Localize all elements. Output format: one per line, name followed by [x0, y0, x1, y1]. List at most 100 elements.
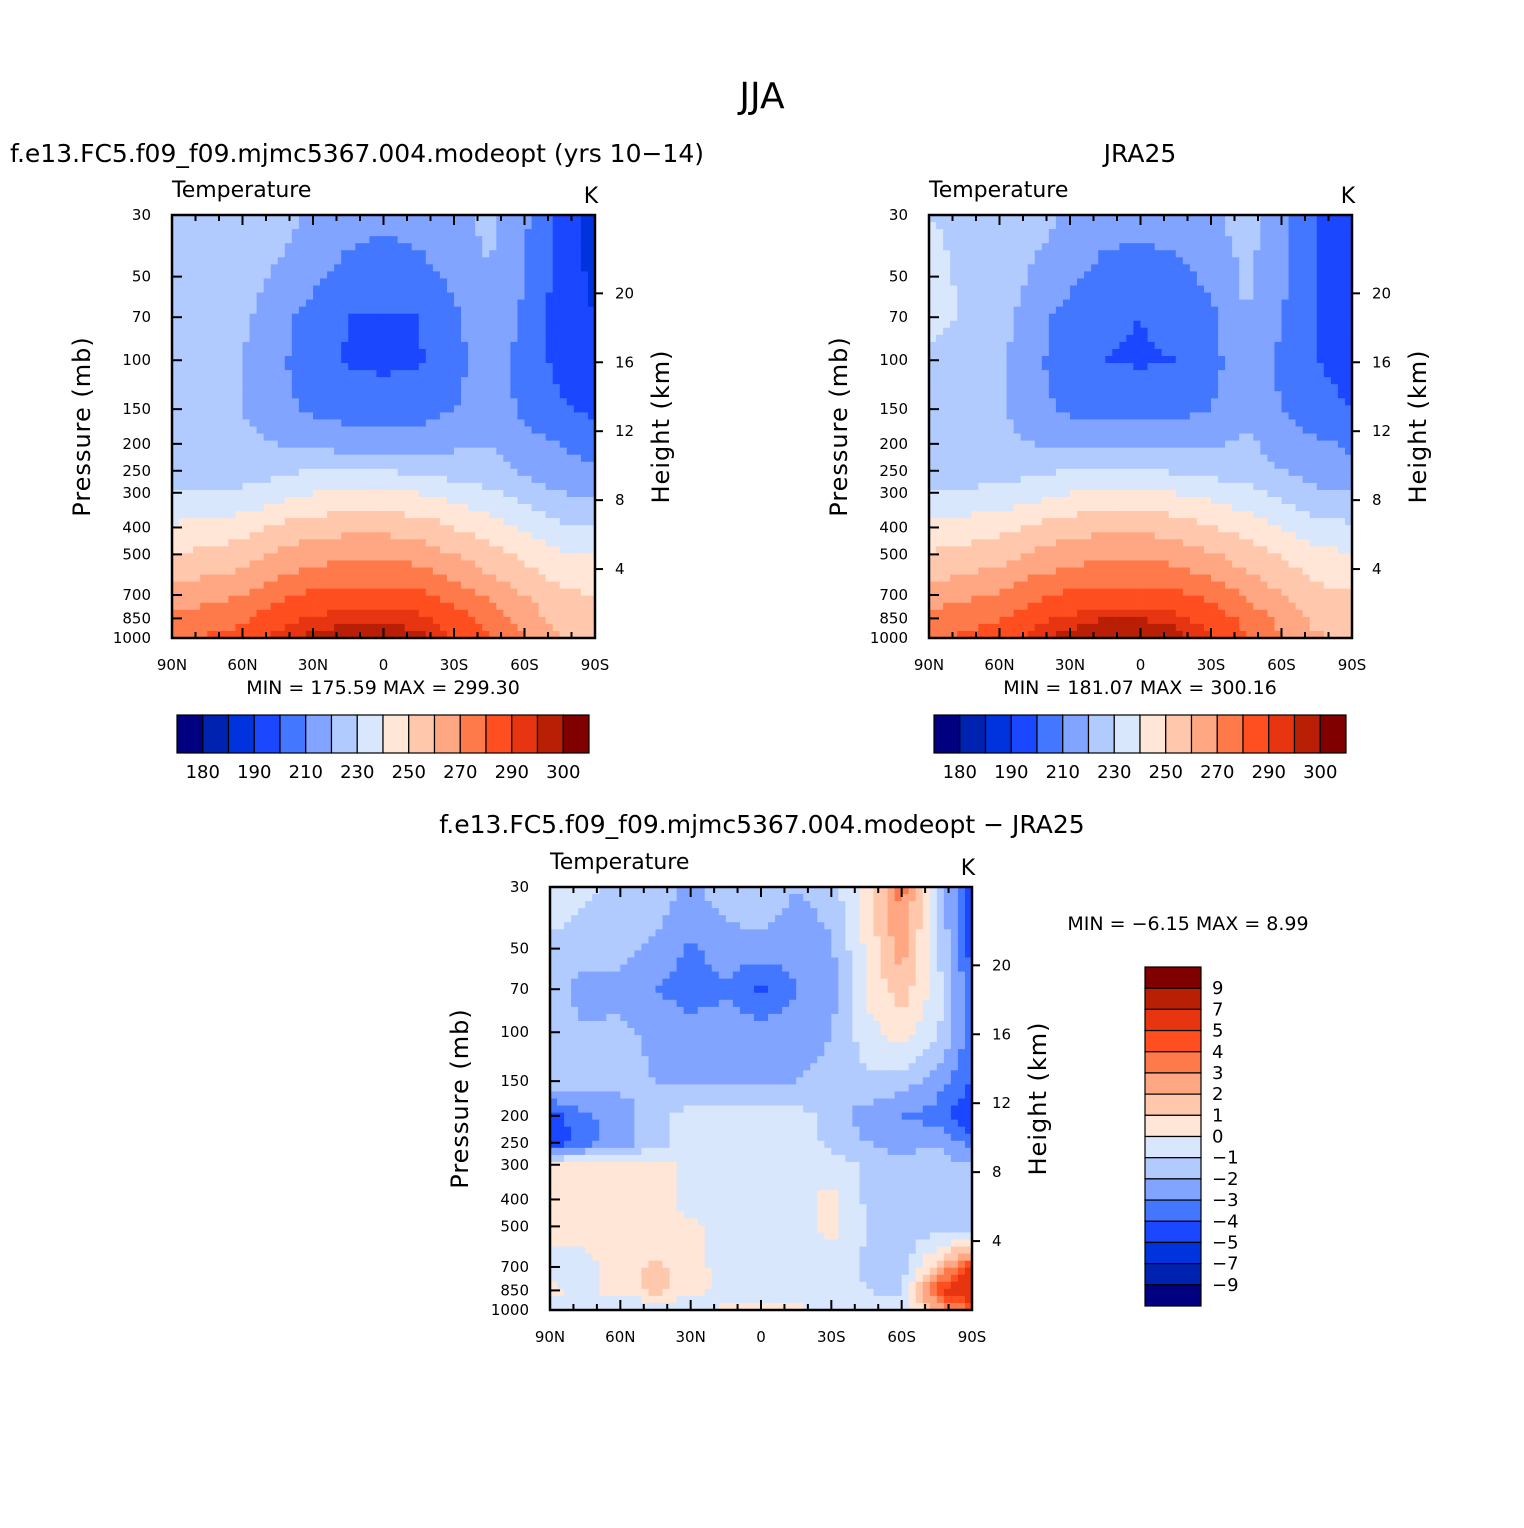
contour-cell: [1141, 229, 1149, 237]
contour-cell: [985, 307, 993, 315]
contour-cell: [510, 589, 518, 597]
contour-cell: [482, 532, 490, 540]
contour-cell: [391, 342, 399, 350]
contour-cell: [1211, 349, 1219, 357]
contour-cell: [214, 525, 222, 533]
contour-cell: [433, 328, 441, 336]
contour-cell: [221, 553, 229, 561]
contour-cell: [243, 377, 251, 385]
contour-cell: [228, 321, 236, 329]
contour-cell: [193, 293, 201, 301]
contour-cell: [384, 264, 392, 272]
contour-cell: [468, 610, 476, 618]
contour-cell: [936, 328, 944, 336]
contour-cell: [313, 370, 321, 378]
contour-cell: [468, 405, 476, 413]
contour-cell: [200, 610, 208, 618]
contour-cell: [468, 560, 476, 568]
contour-cell: [553, 229, 561, 237]
contour-cell: [489, 568, 497, 576]
contour-cell: [992, 293, 1000, 301]
contour-cell: [348, 419, 356, 427]
contour-cell: [1176, 264, 1184, 272]
contour-cell: [1260, 229, 1268, 237]
contour-cell: [957, 222, 965, 230]
contour-cell: [525, 546, 533, 554]
contour-cell: [200, 603, 208, 611]
contour-cell: [503, 328, 511, 336]
contour-cell: [1232, 321, 1240, 329]
contour-cell: [1063, 257, 1071, 265]
contour-cell: [525, 300, 533, 308]
contour-cell: [468, 518, 476, 526]
contour-cell: [503, 462, 511, 470]
contour-cell: [475, 222, 483, 230]
contour-cell: [334, 624, 342, 632]
contour-cell: [278, 250, 286, 258]
contour-cell: [214, 603, 222, 611]
contour-cell: [179, 342, 187, 350]
contour-cell: [1218, 300, 1226, 308]
contour-cell: [1112, 349, 1120, 357]
contour-cell: [341, 398, 349, 406]
contour-cell: [1105, 321, 1113, 329]
contour-cell: [1007, 278, 1015, 286]
contour-cell: [510, 624, 518, 632]
contour-cell: [489, 328, 497, 336]
contour-cell: [327, 568, 335, 576]
contour-cell: [567, 370, 575, 378]
contour-cell: [1169, 335, 1177, 343]
contour-cell: [546, 314, 554, 322]
contour-cell: [468, 504, 476, 512]
contour-cell: [257, 560, 265, 568]
contour-cell: [1035, 335, 1043, 343]
contour-cell: [1274, 356, 1282, 364]
contour-cell: [1232, 342, 1240, 350]
contour-cell: [243, 504, 251, 512]
contour-cell: [482, 286, 490, 294]
contour-cell: [179, 575, 187, 583]
contour-cell: [1296, 271, 1304, 279]
contour-cell: [1197, 222, 1205, 230]
contour-cell: [179, 307, 187, 315]
contour-cell: [426, 349, 434, 357]
contour-cell: [398, 342, 406, 350]
contour-cell: [271, 448, 279, 456]
contour-cell: [454, 427, 462, 435]
contour-cell: [278, 349, 286, 357]
contour-cell: [207, 455, 215, 463]
contour-cell: [560, 539, 568, 547]
contour-cell: [235, 307, 243, 315]
contour-cell: [936, 271, 944, 279]
contour-cell: [412, 398, 420, 406]
contour-cell: [1296, 314, 1304, 322]
contour-cell: [1239, 321, 1247, 329]
contour-cell: [539, 483, 547, 491]
contour-cell: [489, 377, 497, 385]
contour-cell: [306, 575, 314, 583]
contour-cell: [461, 448, 469, 456]
contour-cell: [306, 525, 314, 533]
contour-cell: [475, 405, 483, 413]
contour-cell: [348, 300, 356, 308]
contour-cell: [228, 582, 236, 590]
contour-cell: [468, 356, 476, 364]
contour-cell: [214, 236, 222, 244]
contour-cell: [228, 286, 236, 294]
contour-cell: [398, 434, 406, 442]
contour-cell: [1035, 363, 1043, 371]
contour-cell: [567, 271, 575, 279]
contour-cell: [517, 229, 525, 237]
contour-cell: [334, 349, 342, 357]
contour-cell: [560, 575, 568, 583]
contour-cell: [398, 589, 406, 597]
contour-cell: [186, 490, 194, 498]
contour-cell: [243, 314, 251, 322]
contour-cell: [285, 278, 293, 286]
contour-cell: [936, 278, 944, 286]
contour-cell: [355, 405, 363, 413]
contour-cell: [426, 462, 434, 470]
contour-cell: [207, 250, 215, 258]
contour-cell: [186, 243, 194, 251]
contour-cell: [362, 427, 370, 435]
